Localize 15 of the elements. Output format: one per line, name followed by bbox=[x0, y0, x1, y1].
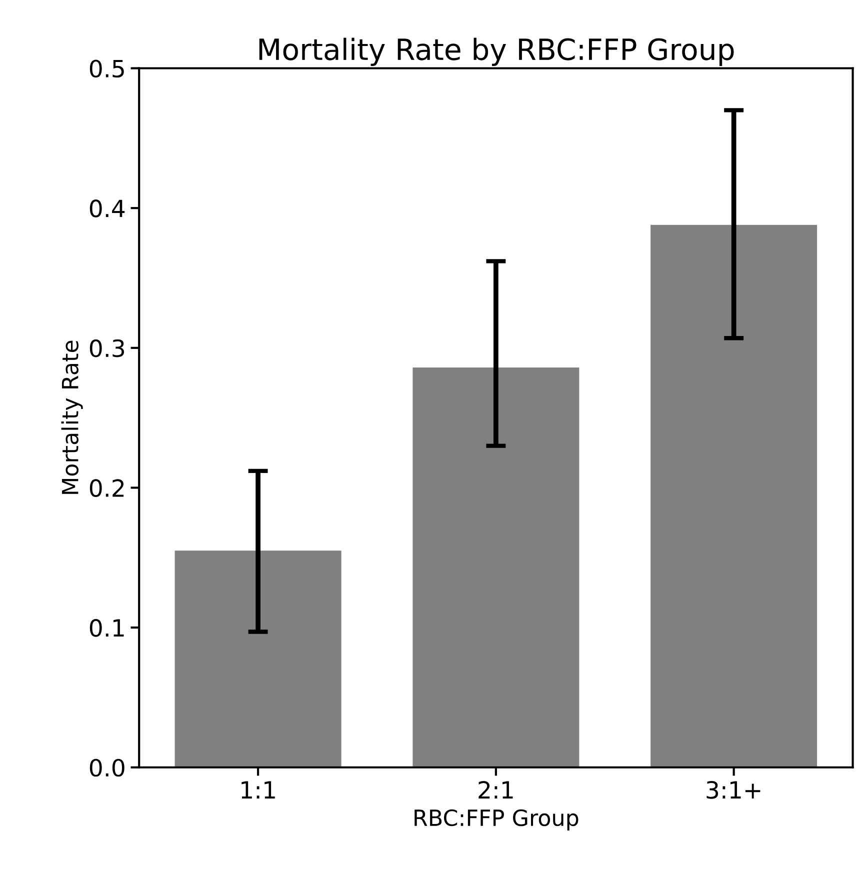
bar bbox=[412, 367, 580, 768]
y-tick-label: 0.3 bbox=[90, 339, 124, 358]
y-axis-title: Mortality Rate bbox=[61, 340, 83, 494]
x-tick-label: 2:1 bbox=[478, 780, 513, 799]
x-tick-label: 1:1 bbox=[242, 781, 275, 799]
x-axis-title: RBC:FFP Group bbox=[414, 809, 578, 830]
y-tick-label: 0.0 bbox=[90, 758, 124, 777]
y-tick-label: 0.2 bbox=[90, 479, 124, 498]
bar bbox=[650, 224, 818, 768]
y-tick-label: 0.4 bbox=[90, 200, 125, 218]
x-tick-label: 3:1+ bbox=[706, 780, 760, 799]
y-tick-label: 0.5 bbox=[90, 60, 124, 78]
bar bbox=[174, 550, 342, 768]
y-tick-label: 0.1 bbox=[90, 618, 124, 637]
chart-title: Mortality Rate by RBC:FFP Group bbox=[259, 38, 734, 66]
